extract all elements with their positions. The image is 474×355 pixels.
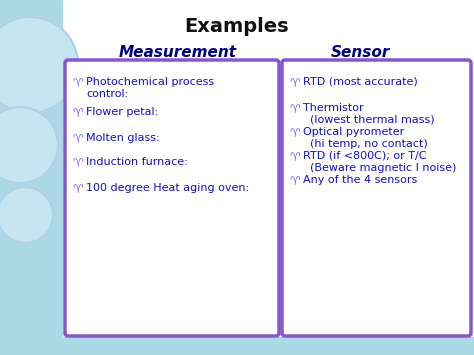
Text: Molten glass:: Molten glass: bbox=[86, 133, 160, 143]
Text: Measurement: Measurement bbox=[119, 45, 237, 60]
Text: Optical pyrometer
  (hi temp, no contact): Optical pyrometer (hi temp, no contact) bbox=[303, 127, 428, 149]
Text: Sensor: Sensor bbox=[330, 45, 390, 60]
Text: Thermistor
  (lowest thermal mass): Thermistor (lowest thermal mass) bbox=[303, 103, 435, 125]
Text: Examples: Examples bbox=[185, 17, 289, 36]
Text: ♈: ♈ bbox=[289, 103, 300, 116]
Bar bbox=[0, 0, 62, 355]
Text: Photochemical process
control:: Photochemical process control: bbox=[86, 77, 214, 99]
Text: ♈: ♈ bbox=[72, 157, 82, 170]
Text: 100 degree Heat aging oven:: 100 degree Heat aging oven: bbox=[86, 183, 249, 193]
Text: ♈: ♈ bbox=[289, 127, 300, 140]
Text: RTD (most accurate): RTD (most accurate) bbox=[303, 77, 418, 87]
FancyBboxPatch shape bbox=[282, 60, 471, 336]
Circle shape bbox=[0, 107, 58, 183]
Text: ♈: ♈ bbox=[72, 133, 82, 146]
FancyBboxPatch shape bbox=[65, 60, 279, 336]
Text: Flower petal:: Flower petal: bbox=[86, 107, 158, 117]
Bar bbox=[0, 337, 474, 355]
Text: ♈: ♈ bbox=[72, 183, 82, 196]
Text: RTD (if <800C); or T/C
  (Beware magnetic I noise): RTD (if <800C); or T/C (Beware magnetic … bbox=[303, 151, 456, 173]
Text: ♈: ♈ bbox=[289, 151, 300, 164]
Text: ♈: ♈ bbox=[72, 77, 82, 90]
Text: ♈: ♈ bbox=[72, 107, 82, 120]
Text: Induction furnace:: Induction furnace: bbox=[86, 157, 188, 167]
Circle shape bbox=[0, 17, 78, 113]
Text: ♈: ♈ bbox=[289, 175, 300, 188]
Text: ♈: ♈ bbox=[289, 77, 300, 90]
Circle shape bbox=[0, 187, 53, 243]
Text: Any of the 4 sensors: Any of the 4 sensors bbox=[303, 175, 417, 185]
